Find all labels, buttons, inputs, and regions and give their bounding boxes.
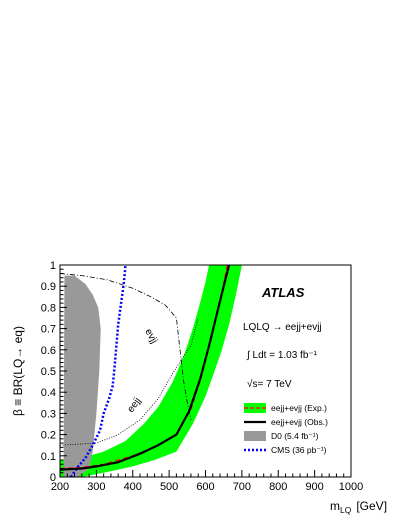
x-axis-title-sub: LQ — [340, 505, 352, 515]
y-axis-title: β ≡ BR(LQ→ eq) — [11, 326, 25, 416]
x-tick-label: 600 — [196, 481, 214, 493]
luminosity-label: ∫ Ldt = 1.03 fb⁻¹ — [246, 350, 318, 361]
energy-label: √s= 7 TeV — [247, 378, 292, 390]
legend-swatch-d0 — [244, 431, 266, 441]
legend-swatch-expected-band — [244, 403, 266, 413]
axes: 200 300 400 500 600 700 800 900 1000 0 0.1 0.2 0.3 0.… — [41, 260, 364, 493]
y-tick-label: 0.7 — [41, 324, 56, 336]
y-tick-label: 0.3 — [41, 408, 56, 420]
process-label: LQLQ → eejj+evjj — [243, 322, 322, 333]
observed-limit-line — [60, 265, 231, 471]
atlas-label: ATLAS — [261, 285, 305, 300]
expected-limit-band — [60, 265, 242, 477]
x-axis-title-unit: [GeV] — [356, 499, 387, 513]
legend: eejj+evjj (Exp.) eejj+evjj (Obs.) D0 (5.4 … — [244, 403, 328, 455]
y-tick-label: 0.4 — [41, 387, 56, 399]
evjj-curve-label: evjj — [142, 327, 159, 346]
x-axis-title-main: m — [330, 499, 340, 513]
x-tick-label: 700 — [233, 481, 251, 493]
y-tick-label: 0.9 — [41, 281, 56, 293]
x-tick-label: 1000 — [339, 481, 363, 493]
legend-label-expected: eejj+evjj (Exp.) — [271, 403, 327, 413]
x-tick-label: 400 — [124, 481, 142, 493]
x-tick-label: 500 — [160, 481, 178, 493]
cms-limit-line — [69, 265, 127, 477]
x-axis-title: mLQ [GeV] — [330, 499, 387, 515]
x-tick-label: 800 — [269, 481, 287, 493]
legend-label-observed: eejj+evjj (Obs.) — [271, 417, 328, 427]
d0-excluded-region — [63, 275, 101, 477]
y-tick-label: 0.5 — [41, 366, 56, 378]
y-tick-label: 0.1 — [41, 451, 56, 463]
legend-label-cms: CMS (36 pb⁻¹) — [271, 445, 327, 455]
evjj-limit-line — [60, 273, 192, 420]
y-tick-label: 0.2 — [41, 430, 56, 442]
y-tick-label: 0.8 — [41, 302, 56, 314]
y-tick-label: 0.6 — [41, 345, 56, 357]
plot-area — [60, 265, 242, 477]
y-tick-label: 0 — [50, 472, 56, 484]
legend-label-d0: D0 (5.4 fb⁻¹) — [271, 431, 319, 441]
x-tick-label: 300 — [87, 481, 105, 493]
x-tick-label: 900 — [305, 481, 323, 493]
y-tick-label: 1 — [50, 260, 56, 272]
eejj-curve-label: eejj — [125, 396, 143, 415]
x-tick-label: 200 — [51, 481, 69, 493]
